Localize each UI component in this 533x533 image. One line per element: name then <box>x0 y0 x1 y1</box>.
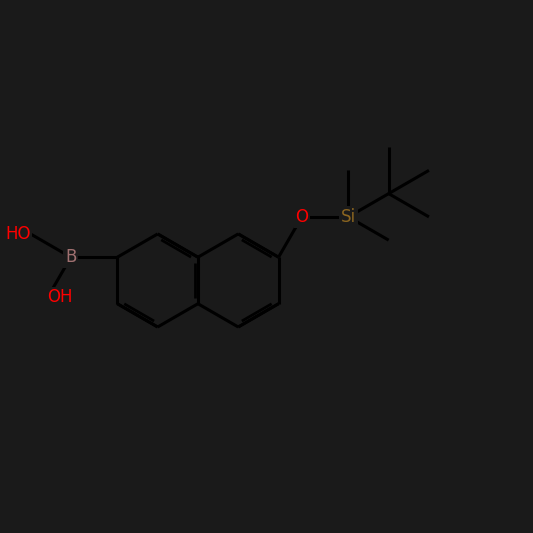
Text: B: B <box>65 248 77 266</box>
Text: OH: OH <box>47 288 73 306</box>
Text: Si: Si <box>341 208 356 226</box>
Text: O: O <box>295 208 308 226</box>
Text: HO: HO <box>5 225 30 243</box>
